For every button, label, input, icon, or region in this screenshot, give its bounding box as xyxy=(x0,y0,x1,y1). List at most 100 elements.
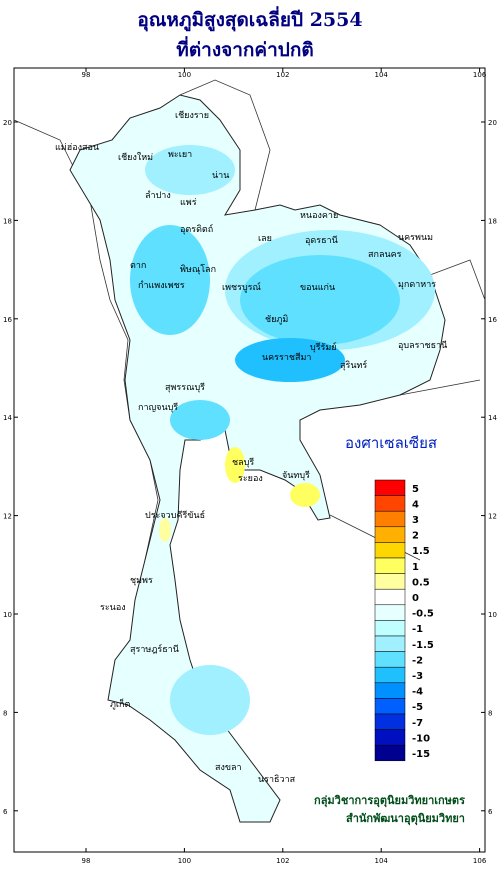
province-label: เชียงราย xyxy=(175,110,209,121)
lat-tick-label: 8 xyxy=(3,709,7,717)
lat-tick-label: 12 xyxy=(488,513,497,521)
legend-label: -10 xyxy=(412,733,430,744)
province-label: สกลนคร xyxy=(368,250,402,260)
province-label: ระยอง xyxy=(238,474,263,484)
legend-label: -5 xyxy=(412,702,423,713)
lon-tick-label: 100 xyxy=(178,857,191,865)
province-label: พะเยา xyxy=(168,150,192,160)
province-label: อุบลราชธานี xyxy=(398,340,447,351)
lat-tick-label: 20 xyxy=(488,119,497,127)
lat-tick-label: 12 xyxy=(3,513,12,521)
province-label: บุรีรัมย์ xyxy=(310,341,337,353)
legend-label: -15 xyxy=(412,749,430,760)
legend-label: -3 xyxy=(412,671,423,682)
lat-tick-label: 14 xyxy=(488,414,497,422)
province-label: ภูเก็ต xyxy=(110,697,130,710)
legend-label: 2 xyxy=(412,531,419,542)
province-label: อุตรดิตถ์ xyxy=(180,223,213,235)
credit-line: กลุ่มวิชาการอุตุนิยมวิทยาเกษตร xyxy=(314,794,465,808)
legend-swatch xyxy=(374,479,406,496)
province-label: กำแพงเพชร xyxy=(138,280,185,291)
legend-swatch xyxy=(374,698,406,715)
anomaly-zone xyxy=(130,225,210,335)
lat-tick-label: 8 xyxy=(488,709,492,717)
province-label: สุราษฎร์ธานี xyxy=(130,643,179,655)
legend-label: 0.5 xyxy=(412,577,430,588)
lon-tick-label: 98 xyxy=(82,857,91,865)
anomaly-zone xyxy=(170,400,230,440)
legend-swatch xyxy=(374,495,406,512)
credit-line: สำนักพัฒนาอุตุนิยมวิทยา xyxy=(346,812,465,826)
legend-swatch xyxy=(374,573,406,590)
legend-label: -1.5 xyxy=(412,640,434,651)
neighbour-border xyxy=(13,79,486,641)
title-line: ที่ต่างจากค่าปกติ xyxy=(176,36,313,61)
legend-title: องศาเซลเซียส xyxy=(345,434,437,452)
legend-swatch xyxy=(374,729,406,746)
province-label: มุกดาหาร xyxy=(398,280,436,290)
province-label: นราธิวาส xyxy=(258,774,296,785)
legend-label: -7 xyxy=(412,718,423,729)
province-label: กาญจนบุรี xyxy=(138,402,178,413)
lon-tick-label: 106 xyxy=(473,857,487,865)
legend-label: 5 xyxy=(412,484,419,495)
legend-swatch xyxy=(374,744,406,762)
legend-label: -1 xyxy=(412,624,423,635)
lat-tick-label: 16 xyxy=(3,316,12,324)
legend-swatch xyxy=(374,542,406,559)
province-label: สงขลา xyxy=(215,763,242,773)
province-label: ชลบุรี xyxy=(232,457,254,468)
legend-swatch xyxy=(374,682,406,699)
province-label: นครราชสีมา xyxy=(262,352,311,363)
legend-swatch xyxy=(374,713,406,730)
anomaly-zone xyxy=(235,338,345,382)
province-label: นครพนม xyxy=(398,233,433,243)
province-label: ระนอง xyxy=(100,603,126,613)
province-label: ประจวบคีรีขันธ์ xyxy=(145,509,205,521)
province-label: สุพรรณบุรี xyxy=(165,382,205,393)
lat-tick-label: 10 xyxy=(3,611,12,619)
province-label: ตาก xyxy=(130,261,146,271)
legend-swatch xyxy=(374,557,406,574)
anomaly-zone xyxy=(159,518,171,542)
lon-tick-label: 106 xyxy=(473,71,487,79)
province-labels: เชียงราย แม่ฮ่องสอน เชียงใหม่ พะเยา ลำปา… xyxy=(55,110,447,785)
legend-swatch xyxy=(374,604,406,621)
province-label: แพร่ xyxy=(180,198,197,208)
anomaly-zone xyxy=(290,483,320,507)
legend-label: 1.5 xyxy=(412,546,430,557)
lon-tick-label: 104 xyxy=(375,857,389,865)
legend-label: 3 xyxy=(412,515,419,526)
province-label: อุดรธานี xyxy=(305,235,338,246)
legend-label: -0.5 xyxy=(412,609,434,620)
lat-tick-label: 6 xyxy=(488,808,493,816)
legend-swatch xyxy=(374,666,406,684)
province-label: จันทบุรี xyxy=(282,470,310,481)
legend-swatch xyxy=(374,510,406,528)
province-label: หนองคาย xyxy=(300,211,338,221)
lon-tick-label: 104 xyxy=(375,71,389,79)
legend-swatch xyxy=(374,526,406,543)
legend-label: 4 xyxy=(412,499,419,510)
lat-tick-label: 18 xyxy=(488,217,497,225)
lat-tick-label: 10 xyxy=(488,611,497,619)
lon-tick-label: 102 xyxy=(276,857,289,865)
legend: 5 4 3 2 1.5 1 0.5 0 -0.5 -1 -1.5 -2 -3 -4 -5 -7 -10 -15 xyxy=(374,479,434,762)
province-label: พิษณุโลก xyxy=(180,264,216,275)
title-line: อุณหภูมิสูงสุดเฉลี่ยปี 2554 xyxy=(137,6,362,32)
legend-swatch xyxy=(374,588,406,606)
legend-label: 0 xyxy=(412,593,419,604)
lon-tick-label: 102 xyxy=(276,71,289,79)
province-label: ขอนแก่น xyxy=(300,283,335,293)
lat-tick-label: 14 xyxy=(3,414,12,422)
province-label: น่าน xyxy=(212,171,229,181)
province-label: แม่ฮ่องสอน xyxy=(55,143,99,153)
lat-tick-label: 6 xyxy=(3,808,8,816)
legend-label: -4 xyxy=(412,687,423,698)
lat-tick-label: 18 xyxy=(3,217,12,225)
anomaly-zone xyxy=(240,255,400,345)
legend-swatch xyxy=(374,620,406,637)
province-label: เพชรบูรณ์ xyxy=(222,281,261,293)
